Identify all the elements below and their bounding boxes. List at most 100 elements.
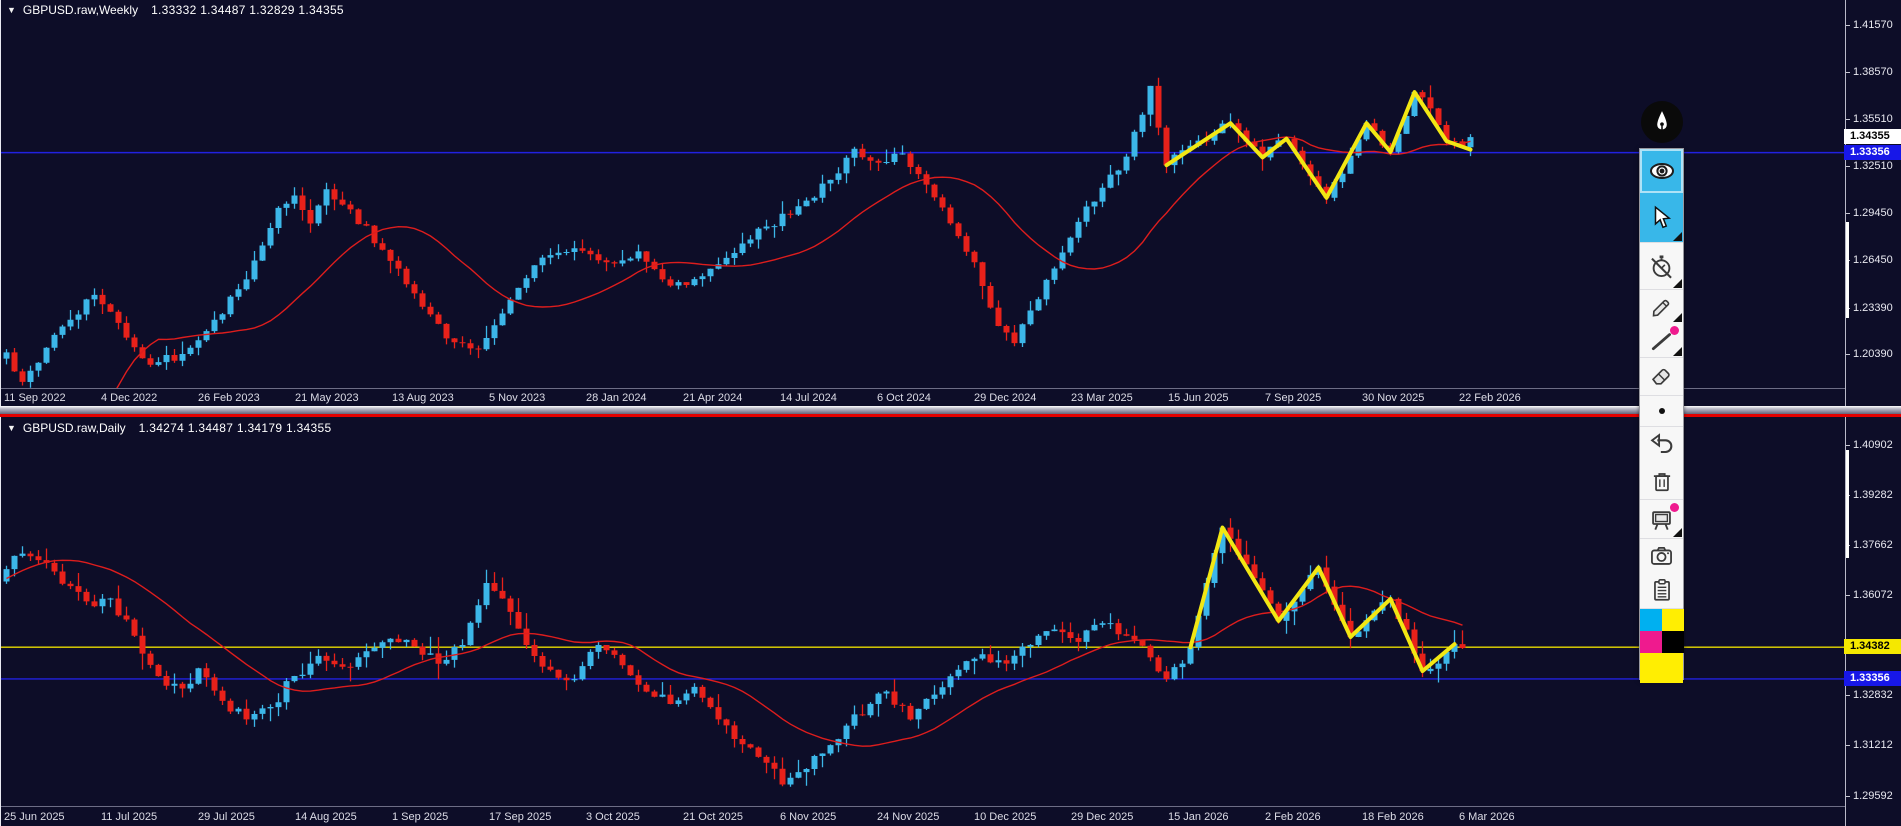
date-tick-label: 26 Feb 2023: [198, 392, 260, 404]
price-tag: 1.34355: [1844, 129, 1901, 145]
drawing-toolbar: [1639, 148, 1684, 683]
whiteboard-icon: [1652, 510, 1671, 530]
yellow-swatch[interactable]: [1661, 609, 1684, 631]
active-color-button[interactable]: [1640, 653, 1683, 683]
price-tick-label: 1.31212: [1846, 738, 1901, 752]
zigzag-line: [1164, 90, 1473, 200]
eye-tool-button[interactable]: [1640, 149, 1683, 193]
date-tick-label: 18 Feb 2026: [1362, 811, 1424, 823]
chart-collapse-icon[interactable]: ▼: [7, 5, 16, 15]
undo-button[interactable]: [1640, 427, 1683, 463]
price-tick-label: 1.23390: [1846, 301, 1901, 315]
moving-average-line: [6, 559, 1463, 747]
price-tick-label: 1.32510: [1846, 159, 1901, 173]
eraser-tool-button[interactable]: [1640, 358, 1683, 396]
price-tick-label: 1.40902: [1846, 438, 1901, 452]
date-tick-label: 25 Jun 2025: [4, 811, 65, 823]
trendline-tool-button[interactable]: [1640, 323, 1683, 358]
date-tick-label: 7 Sep 2025: [1265, 392, 1322, 404]
undo-arrow-icon: [1650, 433, 1672, 454]
weekly-axis-range-indicator: [1846, 222, 1849, 318]
date-tick-label: 10 Dec 2025: [974, 811, 1037, 823]
date-tick-label: 29 Dec 2024: [974, 392, 1037, 404]
date-tick-label: 3 Oct 2025: [586, 811, 640, 823]
chart-symbol-period: GBPUSD.raw,Daily: [22, 421, 126, 435]
date-tick-label: 29 Jul 2025: [198, 811, 255, 823]
submenu-corner: [1673, 232, 1682, 241]
date-tick-label: 1 Sep 2025: [392, 811, 449, 823]
dot-marker-button[interactable]: [1640, 396, 1683, 427]
date-tick-label: 6 Oct 2024: [877, 392, 931, 404]
weekly-date-axis[interactable]: 11 Sep 2022 4 Dec 2022 26 Feb 2023 21 May 2…: [0, 388, 1845, 407]
daily-date-axis[interactable]: 25 Jun 2025 11 Jul 2025 29 Jul 2025 14 Aug …: [0, 806, 1845, 826]
price-tick-label: 1.20390: [1846, 347, 1901, 361]
pen-nib-icon: [1657, 111, 1667, 131]
price-tick-label: 1.38570: [1846, 65, 1901, 79]
date-tick-label: 24 Nov 2025: [877, 811, 940, 823]
magenta-swatch[interactable]: [1639, 631, 1662, 653]
dot-icon: [1658, 408, 1665, 414]
submenu-corner: [1673, 528, 1682, 537]
submenu-corner: [1673, 279, 1682, 288]
submenu-corner: [1673, 313, 1682, 322]
pencil-tool-button[interactable]: [1640, 290, 1683, 323]
price-tag: 1.34382: [1844, 639, 1901, 655]
toolbar-drag-handle[interactable]: [1641, 101, 1683, 143]
weekly-window-left-border: [0, 0, 1, 406]
date-tick-label: 21 Apr 2024: [683, 392, 743, 404]
screenshot-button[interactable]: [1640, 539, 1683, 572]
date-tick-label: 2 Feb 2026: [1265, 811, 1321, 823]
trendline-icon: [1651, 333, 1671, 351]
daily-candlestick-plot[interactable]: [0, 414, 1845, 806]
color-quad-button[interactable]: [1639, 609, 1684, 653]
date-tick-label: 11 Sep 2022: [4, 392, 66, 404]
price-tag: 1.33356: [1844, 670, 1901, 686]
date-tick-label: 6 Nov 2025: [780, 811, 837, 823]
date-tick-label: 30 Nov 2025: [1362, 392, 1425, 404]
window-splitter[interactable]: [0, 406, 1901, 414]
black-swatch[interactable]: [1661, 631, 1684, 653]
date-tick-label: 14 Jul 2024: [780, 392, 837, 404]
whiteboard-tool-button[interactable]: [1640, 500, 1683, 539]
chart-collapse-icon[interactable]: ▼: [7, 423, 16, 433]
price-tick-label: 1.29592: [1846, 789, 1901, 803]
date-tick-label: 22 Feb 2026: [1459, 392, 1521, 404]
chart-symbol-period: GBPUSD.raw,Weekly: [22, 3, 139, 17]
daily-axis-range-indicator: [1846, 450, 1849, 558]
zigzag-line: [1188, 525, 1457, 674]
ohlc-readout: 1.34274 1.34487 1.34179 1.34355: [138, 421, 332, 435]
eye-icon: [1649, 163, 1674, 179]
date-tick-label: 15 Jun 2025: [1168, 392, 1229, 404]
cyan-swatch[interactable]: [1639, 609, 1662, 631]
price-tick-label: 1.37662: [1846, 538, 1901, 552]
weekly-candlestick-plot[interactable]: [0, 0, 1845, 388]
price-tick-label: 1.39282: [1846, 488, 1901, 502]
moving-average-line: [116, 136, 1471, 388]
price-tick-label: 1.36072: [1846, 588, 1901, 602]
trash-icon: [1653, 473, 1670, 492]
delete-button[interactable]: [1640, 463, 1683, 500]
daily-chart-window: ▼ GBPUSD.raw,Daily 1.34274 1.34487 1.341…: [0, 414, 1901, 826]
price-tag: 1.33356: [1844, 144, 1901, 160]
cursor-tool-button[interactable]: [1640, 193, 1683, 243]
cursor-arrow-icon: [1654, 205, 1671, 228]
clipboard-button[interactable]: [1640, 572, 1683, 609]
date-tick-label: 15 Jan 2026: [1168, 811, 1229, 823]
timer-disabled-tool-button[interactable]: [1640, 243, 1683, 290]
price-tick-label: 1.26450: [1846, 253, 1901, 267]
price-tick-label: 1.41570: [1846, 18, 1901, 32]
active-color-swatch: [1640, 653, 1683, 683]
submenu-corner: [1673, 347, 1682, 356]
date-tick-label: 28 Jan 2024: [586, 392, 647, 404]
camera-icon: [1651, 547, 1672, 565]
horizontal-line-objects: [0, 646, 1845, 680]
eraser-icon: [1651, 368, 1670, 385]
price-tick-label: 1.35510: [1846, 112, 1901, 126]
date-tick-label: 21 May 2023: [295, 392, 359, 404]
daily-window-left-border: [0, 414, 1, 826]
color-quad-swatches: [1639, 609, 1684, 653]
price-tick-label: 1.32832: [1846, 688, 1901, 702]
candles: [3, 77, 1474, 388]
tool-badge: [1670, 326, 1679, 335]
